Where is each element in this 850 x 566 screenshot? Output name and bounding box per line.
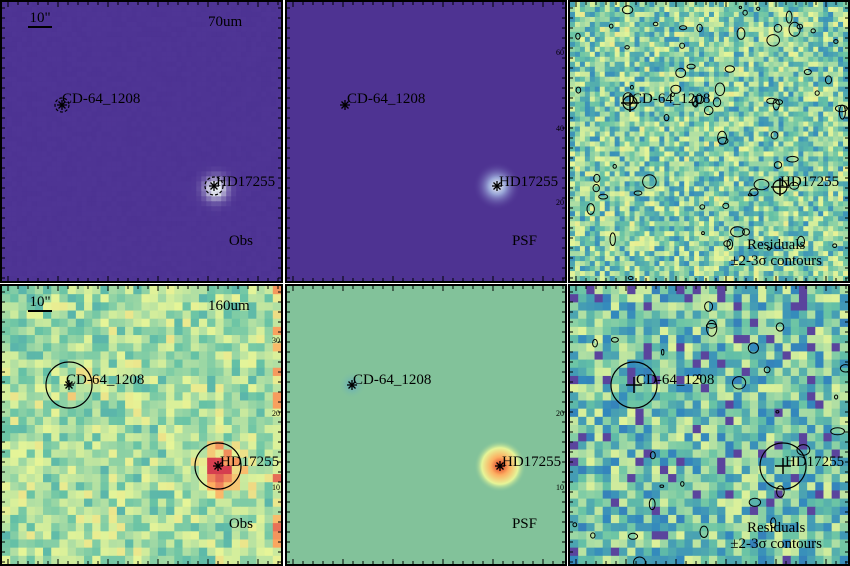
aperture-circle (194, 442, 242, 490)
image-160um-residuals (570, 286, 848, 564)
source-label-hd: HD17255 (499, 174, 559, 190)
band-label: 70um (208, 14, 243, 30)
source-label-hd: HD17255 (785, 454, 845, 470)
image-160um-psf (287, 286, 565, 564)
source-label-cd: CD-64_1208 (632, 91, 711, 107)
aperture-circle (772, 179, 788, 195)
aperture-circle (45, 361, 93, 409)
residuals-subtitle: ±2-3σ contours (730, 253, 822, 269)
panel-160um-psf: 20 10 CD-64_1208 HD17255 PSF (285, 284, 567, 566)
source-marker-star (209, 181, 219, 191)
residuals-title: Residuals (746, 237, 806, 253)
y-tick: 10 (556, 483, 564, 492)
source-marker-cross (771, 178, 789, 196)
source-label-hd: HD17255 (502, 454, 562, 470)
aperture-circle (54, 97, 70, 113)
source-marker-star (340, 100, 350, 110)
y-tick: 20 (556, 198, 564, 207)
panel-label-obs: Obs (228, 233, 253, 249)
source-label-cd: CD-64_1208 (66, 372, 145, 388)
panel-160um-obs: 10" 160um 30 20 10 CD-64_1208 HD17255 Ob… (0, 284, 283, 566)
source-marker-cross (621, 94, 639, 112)
image-70um-residuals (570, 2, 848, 281)
source-label-cd: CD-64_1208 (347, 91, 426, 107)
source-marker-star (213, 461, 223, 471)
axis-ticks (287, 286, 565, 564)
residual-contours (575, 5, 848, 281)
panel-label-residuals: Residuals ±2-3σ contours (730, 237, 822, 269)
residuals-title: Residuals (746, 520, 806, 536)
source-label-cd: CD-64_1208 (636, 372, 715, 388)
image-70um-psf (287, 2, 565, 281)
panel-160um-residuals: CD-64_1208 HD17255 Residuals ±2-3σ conto… (568, 284, 850, 566)
scale-bar (28, 26, 52, 28)
axis-ticks (287, 2, 565, 281)
y-tick: 60 (556, 48, 564, 57)
aperture-circle (622, 95, 638, 111)
y-tick: 30 (272, 336, 280, 345)
source-marker-cross (626, 377, 642, 393)
scale-bar-label: 10" (29, 294, 51, 310)
source-marker-star (492, 181, 502, 191)
axis-ticks (2, 286, 281, 564)
source-label-cd: CD-64_1208 (353, 372, 432, 388)
panel-label-psf: PSF (511, 516, 537, 532)
y-tick: 20 (556, 409, 564, 418)
axis-ticks (570, 2, 848, 281)
source-label-hd: HD17255 (216, 174, 276, 190)
source-marker-cross (775, 458, 791, 474)
axis-ticks (2, 2, 281, 281)
image-160um-obs (2, 286, 281, 564)
aperture-circle (610, 361, 658, 409)
y-tick: 40 (556, 124, 564, 133)
aperture-circle (759, 442, 807, 490)
axis-ticks (570, 286, 848, 564)
y-tick: 20 (272, 409, 280, 418)
source-label-hd: HD17255 (780, 174, 840, 190)
scale-bar-label: 10" (29, 10, 51, 26)
panel-70um-obs: 10" 70um CD-64_1208 HD17255 Obs (0, 0, 283, 283)
y-tick: 10 (272, 483, 280, 492)
image-70um-obs (2, 2, 281, 281)
panel-label-psf: PSF (511, 233, 537, 249)
source-marker-star (347, 380, 357, 390)
source-marker-star (495, 461, 505, 471)
panel-label-obs: Obs (228, 516, 253, 532)
scale-bar (28, 310, 52, 312)
band-label: 160um (208, 298, 250, 314)
panel-70um-residuals: CD-64_1208 HD17255 Residuals ±2-3σ conto… (568, 0, 850, 283)
source-label-cd: CD-64_1208 (62, 91, 141, 107)
source-marker-star (57, 100, 67, 110)
panel-70um-psf: 60 40 20 CD-64_1208 HD17255 PSF (285, 0, 567, 283)
source-label-hd: HD17255 (220, 454, 280, 470)
panel-label-residuals: Residuals ±2-3σ contours (730, 520, 822, 552)
aperture-circle (204, 176, 224, 196)
residuals-subtitle: ±2-3σ contours (730, 536, 822, 552)
source-marker-star (64, 380, 74, 390)
